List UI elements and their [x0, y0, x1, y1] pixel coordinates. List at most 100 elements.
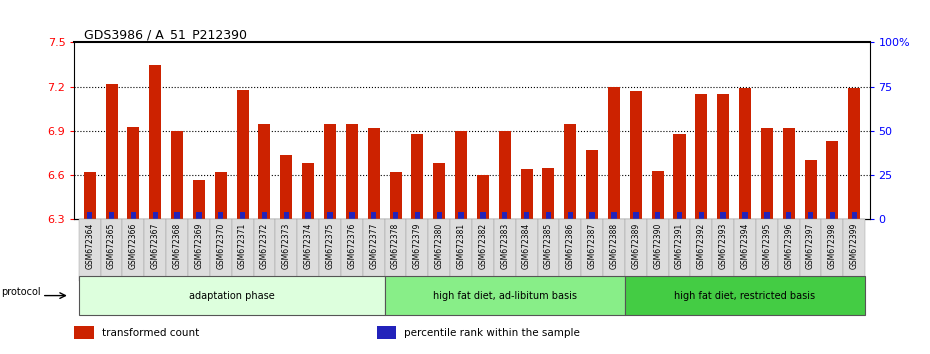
Text: GSM672395: GSM672395	[763, 223, 771, 269]
FancyBboxPatch shape	[603, 219, 625, 281]
Bar	[349, 212, 354, 219]
Text: GSM672381: GSM672381	[457, 223, 466, 269]
FancyBboxPatch shape	[275, 219, 298, 281]
FancyBboxPatch shape	[821, 219, 844, 281]
Bar	[131, 212, 136, 219]
Bar	[783, 128, 795, 219]
FancyBboxPatch shape	[690, 219, 712, 281]
Bar	[84, 172, 96, 219]
Bar	[302, 164, 314, 219]
FancyBboxPatch shape	[625, 276, 865, 315]
Bar	[804, 160, 817, 219]
Bar	[280, 155, 292, 219]
FancyBboxPatch shape	[777, 219, 800, 281]
Bar	[240, 212, 246, 219]
Bar	[127, 126, 140, 219]
Bar	[109, 212, 114, 219]
FancyBboxPatch shape	[319, 219, 341, 281]
Text: GSM672364: GSM672364	[86, 223, 94, 269]
FancyBboxPatch shape	[472, 219, 494, 281]
Bar	[236, 90, 248, 219]
Bar	[542, 168, 554, 219]
Bar	[721, 212, 726, 219]
Bar	[436, 212, 442, 219]
Text: GSM672379: GSM672379	[413, 223, 422, 269]
Bar	[655, 212, 660, 219]
Bar	[392, 212, 398, 219]
FancyBboxPatch shape	[450, 219, 472, 281]
Text: GSM672382: GSM672382	[478, 223, 487, 269]
Bar	[218, 212, 223, 219]
Text: GSM672390: GSM672390	[653, 223, 662, 269]
Text: percentile rank within the sample: percentile rank within the sample	[405, 327, 580, 338]
Text: GSM672372: GSM672372	[260, 223, 269, 269]
Bar	[673, 134, 685, 219]
FancyBboxPatch shape	[559, 219, 581, 281]
Bar	[305, 212, 311, 219]
Bar	[196, 212, 202, 219]
Bar	[611, 212, 617, 219]
Bar	[87, 212, 92, 219]
Bar	[827, 141, 839, 219]
FancyBboxPatch shape	[429, 219, 450, 281]
Bar	[739, 88, 751, 219]
FancyBboxPatch shape	[341, 219, 363, 281]
Text: transformed count: transformed count	[102, 327, 199, 338]
Text: GSM672369: GSM672369	[194, 223, 204, 269]
Text: GSM672396: GSM672396	[784, 223, 793, 269]
Text: GSM672399: GSM672399	[850, 223, 858, 269]
FancyBboxPatch shape	[385, 276, 625, 315]
FancyBboxPatch shape	[844, 219, 865, 281]
Bar	[786, 212, 791, 219]
Bar	[698, 212, 704, 219]
Bar	[367, 128, 379, 219]
Text: GSM672384: GSM672384	[522, 223, 531, 269]
Text: GSM672373: GSM672373	[282, 223, 291, 269]
FancyBboxPatch shape	[538, 219, 559, 281]
Text: high fat diet, restricted basis: high fat diet, restricted basis	[674, 291, 816, 301]
Text: GSM672367: GSM672367	[151, 223, 160, 269]
FancyBboxPatch shape	[734, 219, 756, 281]
Bar	[633, 212, 639, 219]
Text: GSM672383: GSM672383	[500, 223, 510, 269]
Text: GSM672371: GSM672371	[238, 223, 247, 269]
FancyBboxPatch shape	[100, 219, 123, 281]
Bar	[567, 212, 573, 219]
Bar	[174, 212, 179, 219]
Text: high fat diet, ad-libitum basis: high fat diet, ad-libitum basis	[432, 291, 577, 301]
Bar	[764, 212, 770, 219]
Bar	[284, 212, 289, 219]
FancyBboxPatch shape	[144, 219, 166, 281]
Bar	[586, 150, 598, 219]
FancyBboxPatch shape	[515, 219, 538, 281]
Bar	[346, 124, 358, 219]
Text: GSM672397: GSM672397	[806, 223, 815, 269]
FancyBboxPatch shape	[756, 219, 777, 281]
FancyBboxPatch shape	[800, 219, 821, 281]
Text: GSM672376: GSM672376	[347, 223, 356, 269]
Bar	[193, 179, 205, 219]
Bar	[261, 212, 267, 219]
FancyBboxPatch shape	[79, 276, 385, 315]
FancyBboxPatch shape	[625, 219, 646, 281]
Text: GSM672377: GSM672377	[369, 223, 379, 269]
FancyBboxPatch shape	[166, 219, 188, 281]
Text: GSM672388: GSM672388	[609, 223, 618, 269]
Bar	[677, 212, 683, 219]
Bar	[590, 212, 595, 219]
Bar	[652, 171, 664, 219]
Bar	[153, 212, 158, 219]
Bar	[808, 212, 813, 219]
Bar	[327, 212, 333, 219]
Bar	[458, 212, 464, 219]
FancyBboxPatch shape	[363, 219, 385, 281]
Bar	[761, 128, 773, 219]
Bar	[502, 212, 508, 219]
FancyBboxPatch shape	[123, 219, 144, 281]
Text: GSM672374: GSM672374	[303, 223, 312, 269]
Text: GSM672380: GSM672380	[434, 223, 444, 269]
Bar	[565, 124, 577, 219]
Text: GSM672365: GSM672365	[107, 223, 116, 269]
FancyBboxPatch shape	[581, 219, 603, 281]
Text: GSM672392: GSM672392	[697, 223, 706, 269]
